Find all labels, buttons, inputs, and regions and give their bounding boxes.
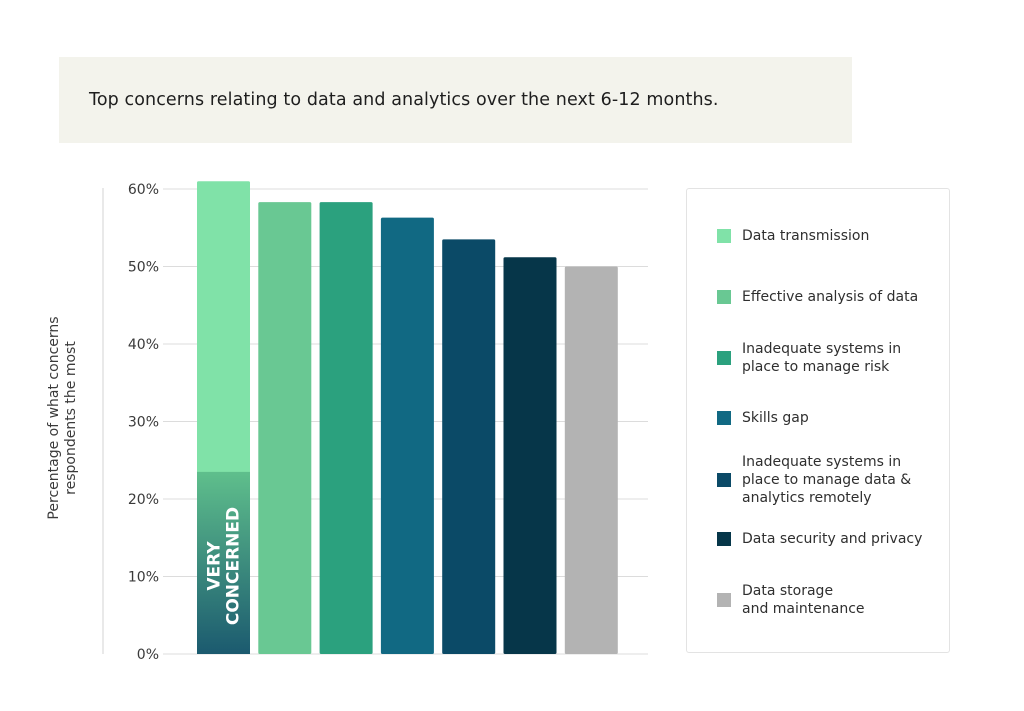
legend-swatch <box>717 290 731 304</box>
legend-item: Effective analysis of data <box>717 288 932 306</box>
bar <box>564 266 618 654</box>
legend-label: Inadequate systems in place to manage dat… <box>742 454 912 506</box>
bar <box>442 239 496 654</box>
legend-item: Data transmission <box>717 227 932 245</box>
legend-item: Data storage and maintenance <box>717 582 932 618</box>
legend-swatch <box>717 473 731 487</box>
very-concerned-label: VERYCONCERNED <box>205 507 244 625</box>
bar <box>258 202 312 655</box>
y-tick-label: 0% <box>137 647 159 663</box>
chart-title-box: Top concerns relating to data and analyt… <box>59 57 852 143</box>
y-tick-label: 10% <box>128 570 159 586</box>
y-tick-label: 60% <box>128 182 159 198</box>
legend: Data transmission Effective analysis of d… <box>686 188 950 653</box>
legend-label: Skills gap <box>742 410 809 426</box>
legend-label: Data storage and maintenance <box>742 583 865 617</box>
bar <box>319 202 373 655</box>
legend-item: Inadequate systems in place to manage dat… <box>717 453 932 507</box>
chart-title: Top concerns relating to data and analyt… <box>89 90 719 110</box>
legend-swatch <box>717 593 731 607</box>
legend-swatch <box>717 532 731 546</box>
y-tick-label: 30% <box>128 415 159 431</box>
legend-swatch <box>717 411 731 425</box>
legend-label: Inadequate systems in place to manage ris… <box>742 341 902 375</box>
legend-item: Skills gap <box>717 409 932 427</box>
legend-item: Inadequate systems in place to manage ris… <box>717 340 932 376</box>
y-tick-label: 20% <box>128 492 159 508</box>
very-concerned-label-line: CONCERNED <box>224 507 244 625</box>
bar <box>380 217 434 655</box>
bar <box>503 257 557 654</box>
y-tick-label: 40% <box>128 337 159 353</box>
legend-swatch <box>717 351 731 365</box>
legend-label: Effective analysis of data <box>742 289 919 305</box>
legend-label: Data security and privacy <box>742 531 923 547</box>
legend-item: Data security and privacy <box>717 530 932 548</box>
very-concerned-segment <box>197 471 250 654</box>
y-tick-label: 50% <box>128 260 159 276</box>
very-concerned-label-line: VERY <box>205 541 225 591</box>
legend-label: Data transmission <box>742 228 870 244</box>
legend-swatch <box>717 229 731 243</box>
